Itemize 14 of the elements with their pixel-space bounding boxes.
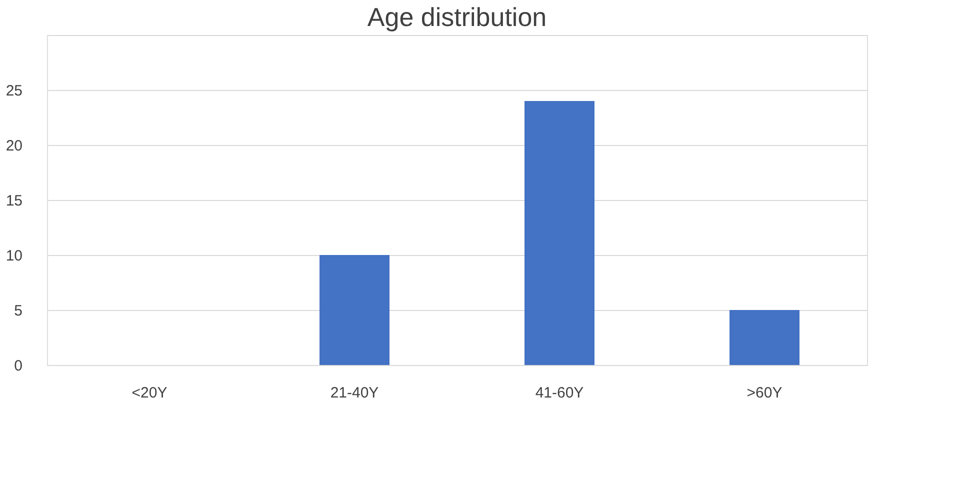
y-tick-label: 10 (6, 248, 22, 264)
y-tick-label: 20 (6, 138, 22, 154)
bar (730, 310, 800, 365)
y-tick-label: 15 (6, 192, 22, 210)
x-tick-label: 21-40Y (330, 384, 379, 402)
chart-title: Age distribution (367, 2, 547, 32)
x-tick-label: 41-60Y (535, 384, 584, 402)
y-tick-label: 0 (14, 358, 22, 374)
y-tick-label: 5 (14, 302, 22, 320)
x-tick-label: <20Y (132, 384, 168, 402)
x-tick-label: >60Y (746, 384, 782, 402)
y-tick-label: 25 (6, 82, 22, 100)
bar (320, 255, 390, 365)
bar (524, 101, 594, 365)
